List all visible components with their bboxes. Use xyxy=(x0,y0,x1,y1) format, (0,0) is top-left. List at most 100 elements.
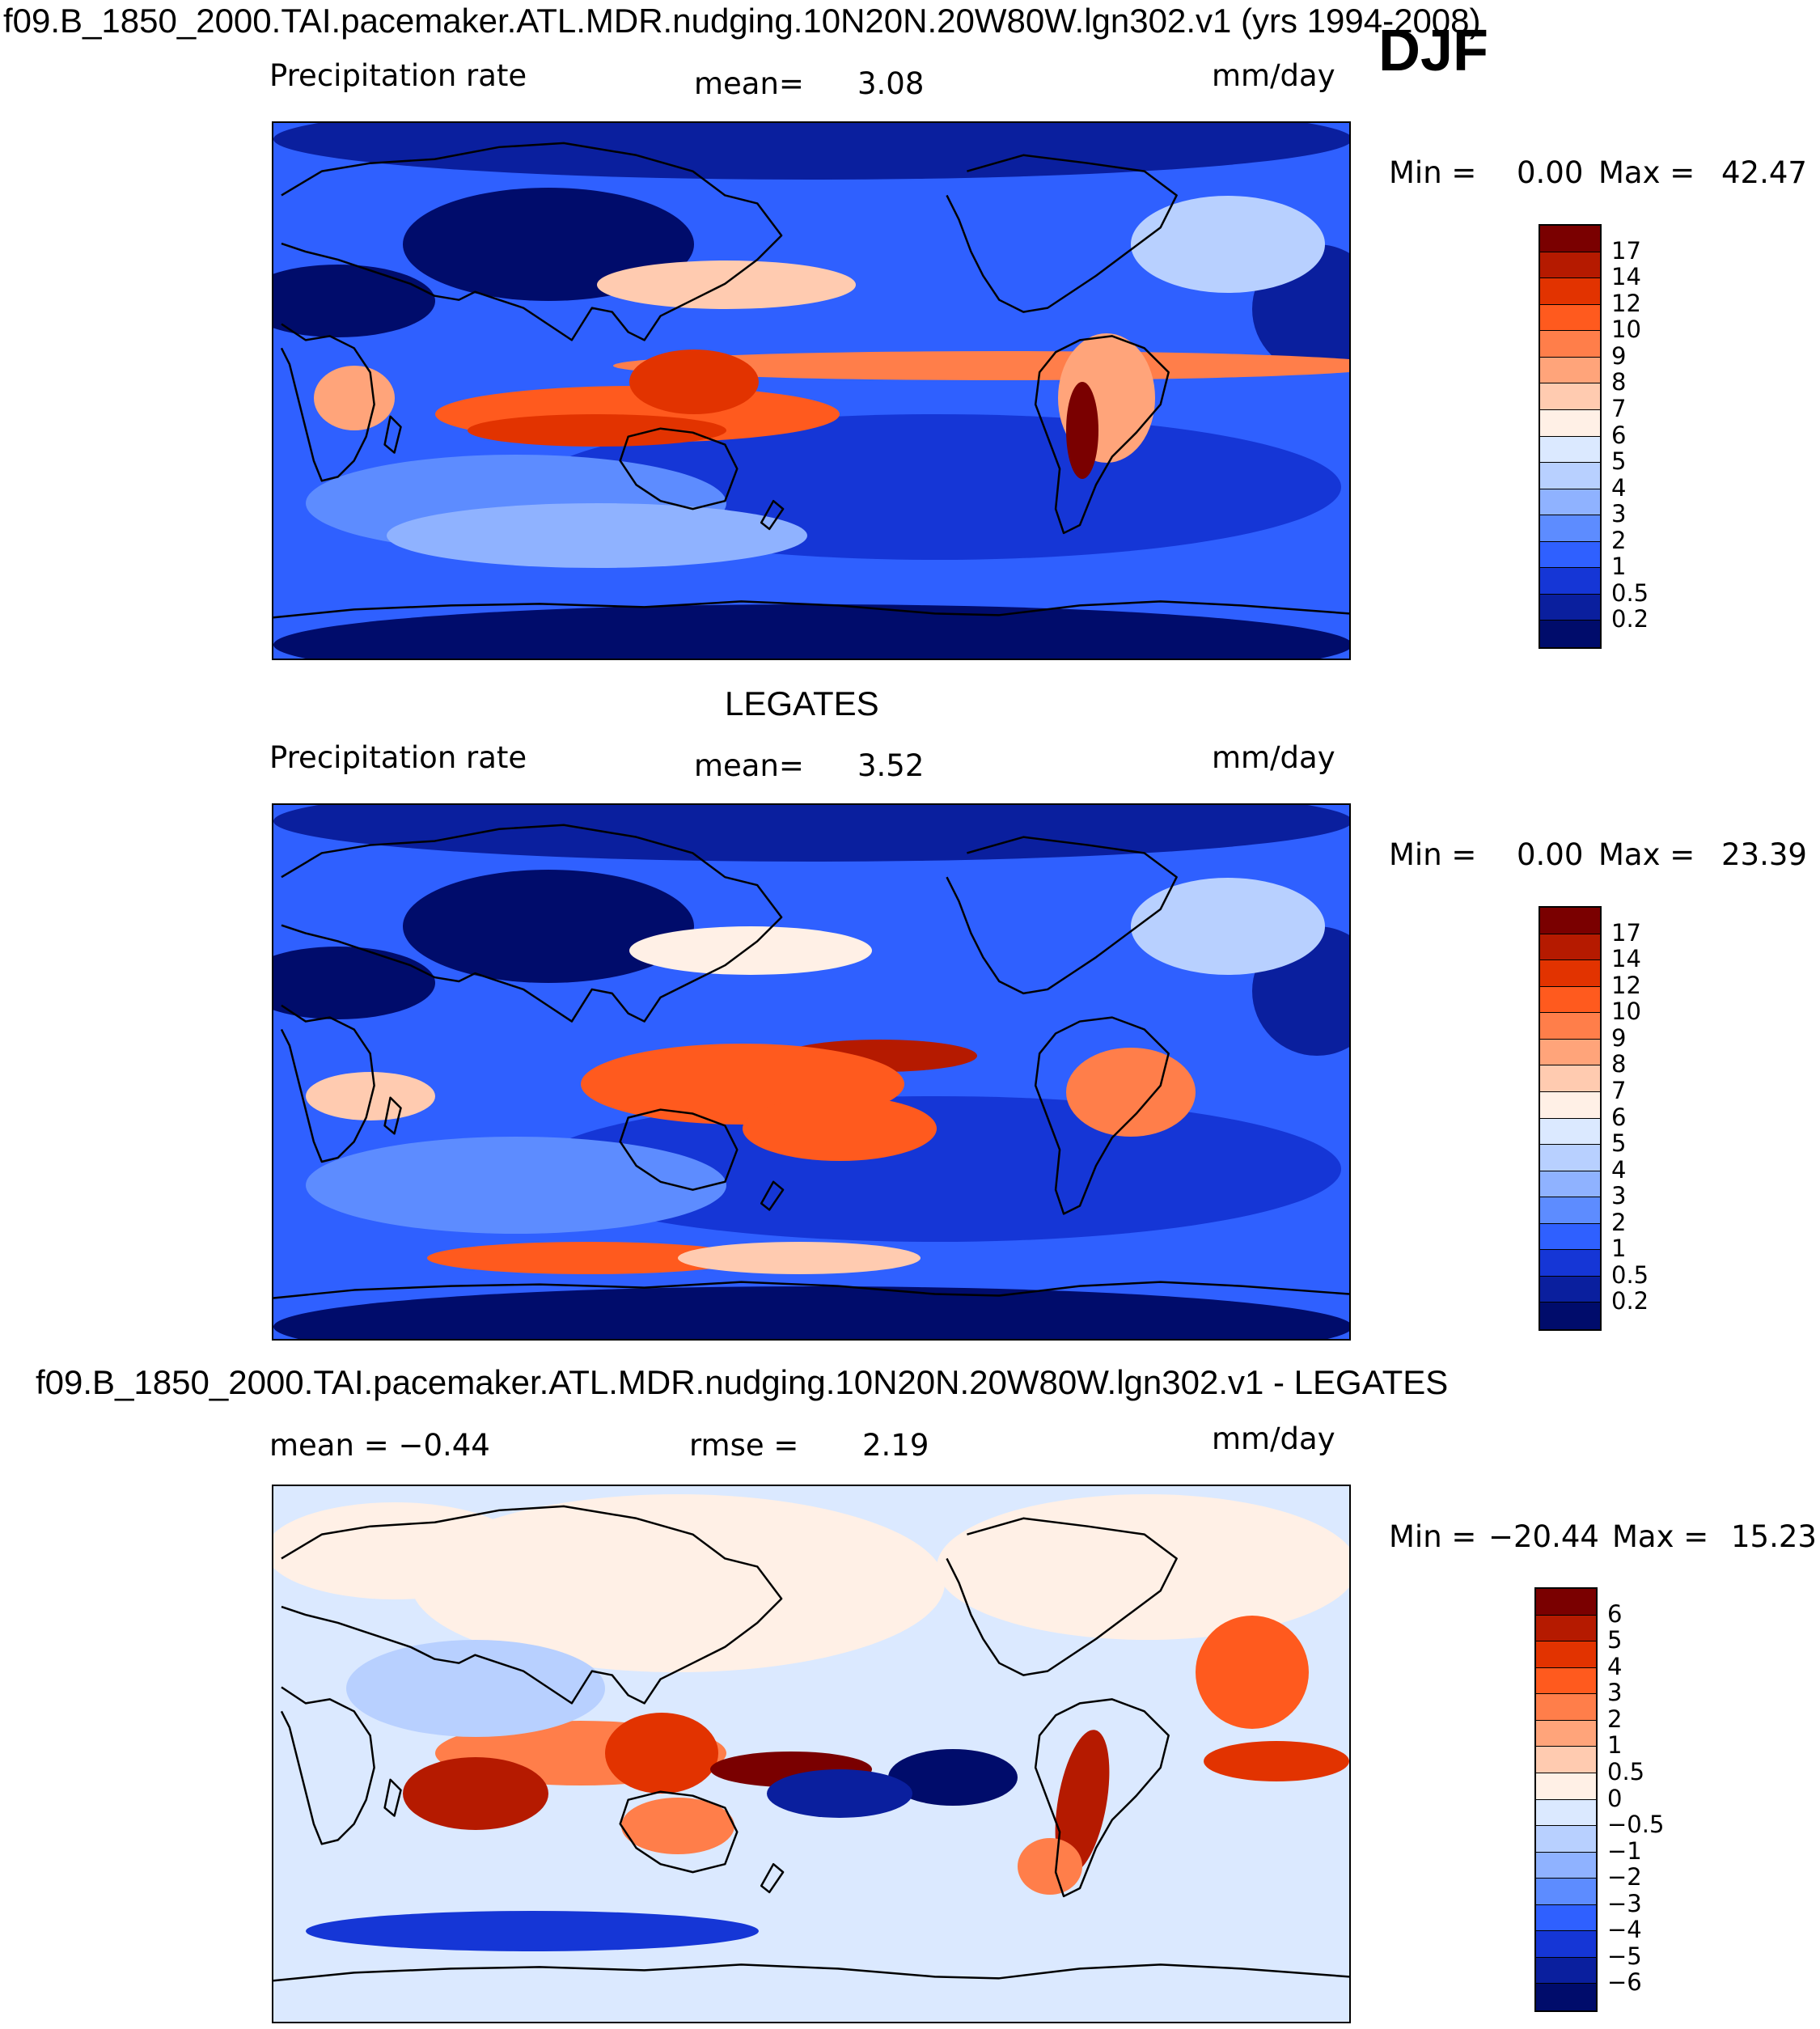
panel3-colorbar xyxy=(1534,1587,1598,2012)
colorbar-tick-label: 0.2 xyxy=(1611,605,1649,633)
coastline xyxy=(281,142,783,341)
precip-region xyxy=(273,123,1349,180)
colorbar-swatch xyxy=(1540,1276,1600,1303)
colorbar-tick-label: 7 xyxy=(1611,394,1627,422)
colorbar-swatch xyxy=(1540,383,1600,410)
panel3-mean-text: mean = −0.44 xyxy=(269,1428,490,1463)
colorbar-tick-label: 14 xyxy=(1611,263,1641,291)
panel2-max-value: 23.39 xyxy=(1721,837,1807,872)
colorbar-tick-label: −5 xyxy=(1607,1942,1642,1970)
colorbar-tick-label: 2 xyxy=(1607,1705,1623,1733)
colorbar-swatch xyxy=(1540,1171,1600,1198)
panel1-mean-value: 3.08 xyxy=(857,66,925,101)
colorbar-swatch xyxy=(1536,1984,1596,2010)
colorbar-tick-label: 3 xyxy=(1607,1679,1623,1707)
anomaly-region xyxy=(403,1757,548,1830)
colorbar-swatch xyxy=(1540,1118,1600,1146)
anomaly-region xyxy=(621,1798,734,1854)
colorbar-swatch xyxy=(1540,463,1600,489)
colorbar-tick-label: −2 xyxy=(1607,1863,1642,1891)
coastline xyxy=(1034,1698,1170,1898)
colorbar-swatch xyxy=(1540,541,1600,569)
coastline xyxy=(619,1790,739,1874)
panel1-min-value: 0.00 xyxy=(1517,155,1584,190)
anomaly-region xyxy=(346,1640,605,1737)
colorbar-swatch xyxy=(1540,1145,1600,1171)
precip-region xyxy=(306,1072,435,1120)
colorbar-tick-label: 4 xyxy=(1611,473,1627,502)
colorbar-tick-label: −6 xyxy=(1607,1968,1642,1997)
panel2-colorbar xyxy=(1539,906,1602,1331)
colorbar-swatch xyxy=(1540,934,1600,961)
colorbar-swatch xyxy=(1540,331,1600,358)
colorbar-tick-label: 0.5 xyxy=(1607,1757,1645,1785)
panel3-max-label: Max = xyxy=(1612,1519,1709,1554)
colorbar-tick-label: 4 xyxy=(1611,1155,1627,1184)
colorbar-tick-label: 0.5 xyxy=(1611,1260,1649,1289)
colorbar-tick-label: −0.5 xyxy=(1607,1811,1665,1839)
panel2-precip-map xyxy=(272,803,1351,1341)
colorbar-swatch xyxy=(1536,1773,1596,1800)
anomaly-region xyxy=(411,1494,945,1672)
colorbar-swatch xyxy=(1540,568,1600,595)
panel1-precip-map xyxy=(272,121,1351,660)
coastline xyxy=(273,1963,1349,1982)
colorbar-tick-label: 7 xyxy=(1611,1076,1627,1104)
coastline xyxy=(1034,335,1170,535)
colorbar-tick-label: 3 xyxy=(1611,1182,1627,1210)
colorbar-swatch xyxy=(1540,1013,1600,1040)
colorbar-swatch xyxy=(1540,436,1600,464)
panel2-units: mm/day xyxy=(1212,740,1335,775)
precip-region xyxy=(273,805,1349,862)
colorbar-swatch xyxy=(1540,986,1600,1014)
panel2-mean-value: 3.52 xyxy=(857,748,925,783)
figure-title: f09.B_1850_2000.TAI.pacemaker.ATL.MDR.nu… xyxy=(3,2,1481,40)
colorbar-tick-label: −3 xyxy=(1607,1889,1642,1917)
colorbar-swatch xyxy=(1540,1250,1600,1277)
colorbar-swatch xyxy=(1536,1615,1596,1642)
panel2-min-label: Min = xyxy=(1389,837,1477,872)
colorbar-tick-label: 6 xyxy=(1611,1103,1627,1131)
colorbar-tick-label: 9 xyxy=(1611,1023,1627,1052)
colorbar-swatch xyxy=(1536,1589,1596,1616)
anomaly-region xyxy=(306,1911,759,1951)
colorbar-swatch xyxy=(1540,621,1600,647)
colorbar-swatch xyxy=(1540,226,1600,252)
coastline xyxy=(280,323,375,482)
colorbar-swatch xyxy=(1540,1065,1600,1092)
panel1-min-label: Min = xyxy=(1389,155,1477,190)
colorbar-tick-label: 2 xyxy=(1611,526,1627,554)
anomaly-region xyxy=(1055,1730,1110,1874)
colorbar-swatch xyxy=(1540,960,1600,987)
colorbar-tick-label: 10 xyxy=(1611,316,1641,344)
precip-region xyxy=(597,261,856,309)
precip-region xyxy=(273,1286,1349,1339)
colorbar-tick-label: 8 xyxy=(1611,1050,1627,1078)
precip-region xyxy=(427,1242,751,1274)
coastline xyxy=(1034,1016,1170,1215)
precip-region xyxy=(1066,1048,1196,1137)
coastline xyxy=(760,1862,785,1894)
panel1-variable-label: Precipitation rate xyxy=(269,58,527,93)
panel3-min-label: Min = xyxy=(1389,1519,1477,1554)
colorbar-tick-label: 1 xyxy=(1611,1235,1627,1263)
colorbar-tick-label: 12 xyxy=(1611,289,1641,317)
coastline xyxy=(946,1517,1178,1676)
panel1-max-value: 42.47 xyxy=(1721,155,1807,190)
colorbar-swatch xyxy=(1540,515,1600,542)
precip-region xyxy=(403,870,694,983)
panel2-min-value: 0.00 xyxy=(1517,837,1584,872)
panel1-mean-label: mean= xyxy=(694,66,804,101)
panel1-units: mm/day xyxy=(1212,58,1335,93)
precip-region xyxy=(273,947,435,1019)
colorbar-swatch xyxy=(1540,1223,1600,1251)
coastline xyxy=(383,1096,402,1135)
colorbar-tick-label: 9 xyxy=(1611,341,1627,370)
colorbar-swatch xyxy=(1540,489,1600,516)
colorbar-tick-label: 6 xyxy=(1611,421,1627,449)
coastline xyxy=(273,600,1349,619)
colorbar-tick-label: 1 xyxy=(1611,553,1627,581)
panel2-title: LEGATES xyxy=(725,684,879,722)
colorbar-swatch xyxy=(1540,409,1600,437)
panel2-max-label: Max = xyxy=(1598,837,1695,872)
